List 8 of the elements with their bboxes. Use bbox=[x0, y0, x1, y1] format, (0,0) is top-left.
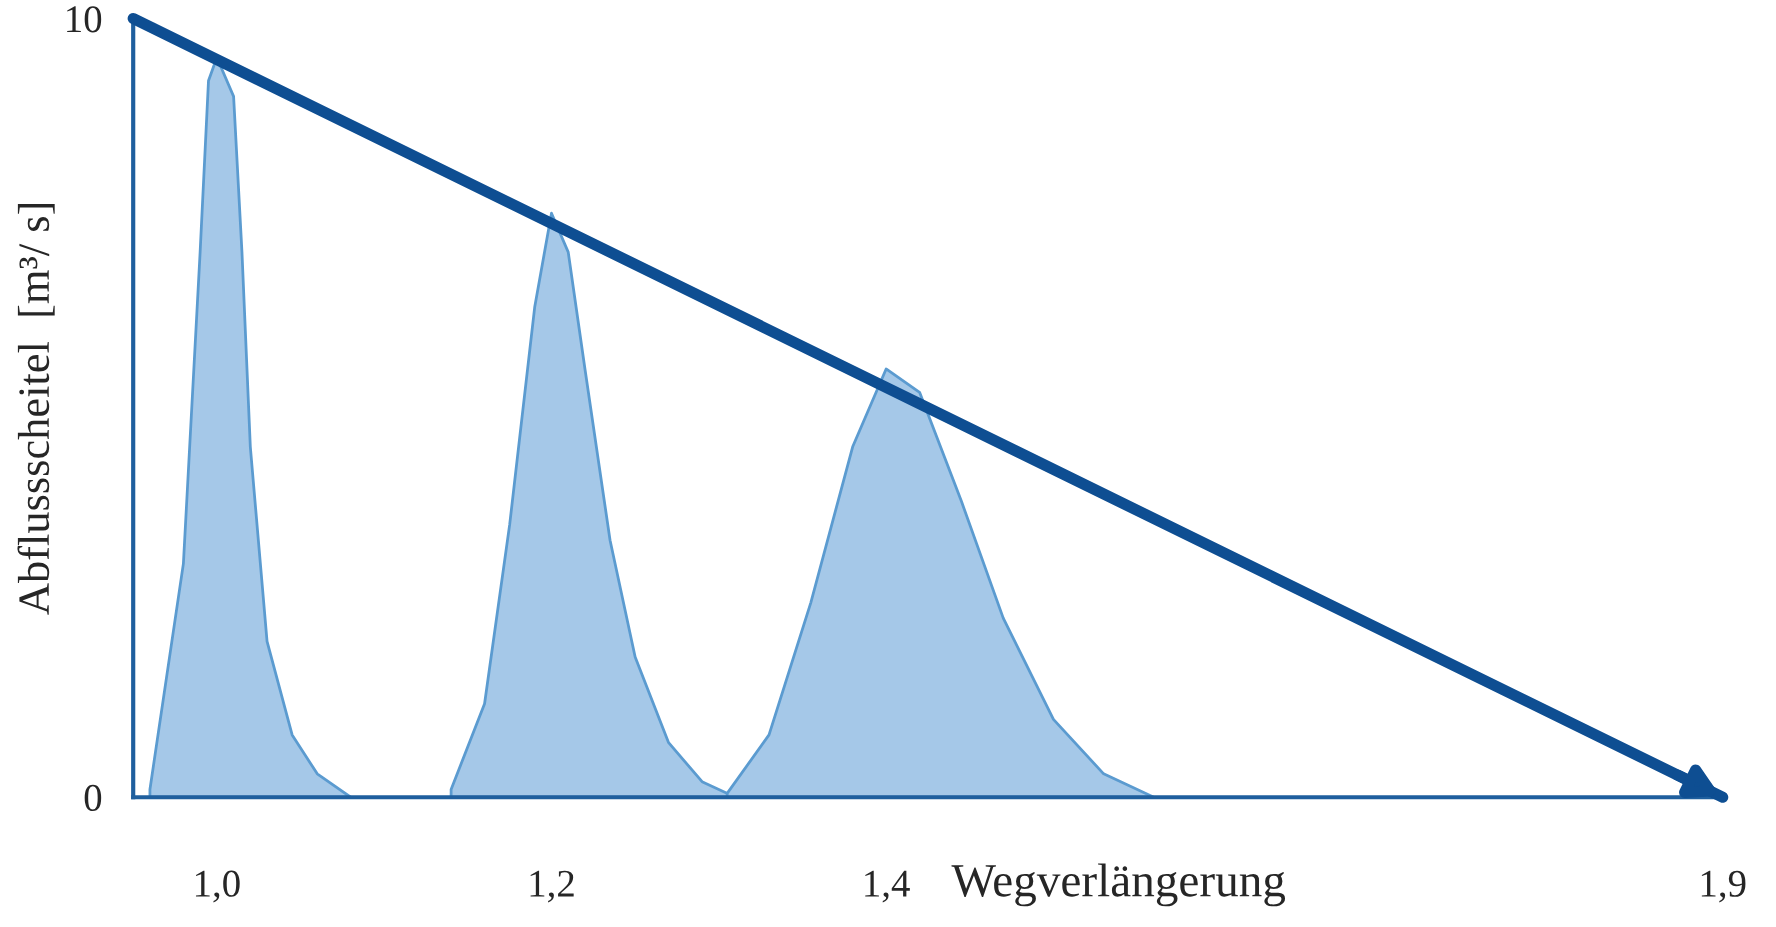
x-axis-title: Wegverlängerung bbox=[951, 863, 1286, 907]
y-tick-label: 10 bbox=[67, 6, 102, 33]
x-tick-label: 1,4 bbox=[865, 870, 910, 903]
y-tick-label: 0 bbox=[84, 784, 102, 812]
y-axis-title: Abflussscheitel [m³/ s] bbox=[17, 203, 55, 615]
x-tick-label: 1,2 bbox=[530, 870, 574, 903]
x-tick-label: 1,0 bbox=[195, 870, 240, 903]
x-tick-label: 1,9 bbox=[1701, 870, 1746, 903]
